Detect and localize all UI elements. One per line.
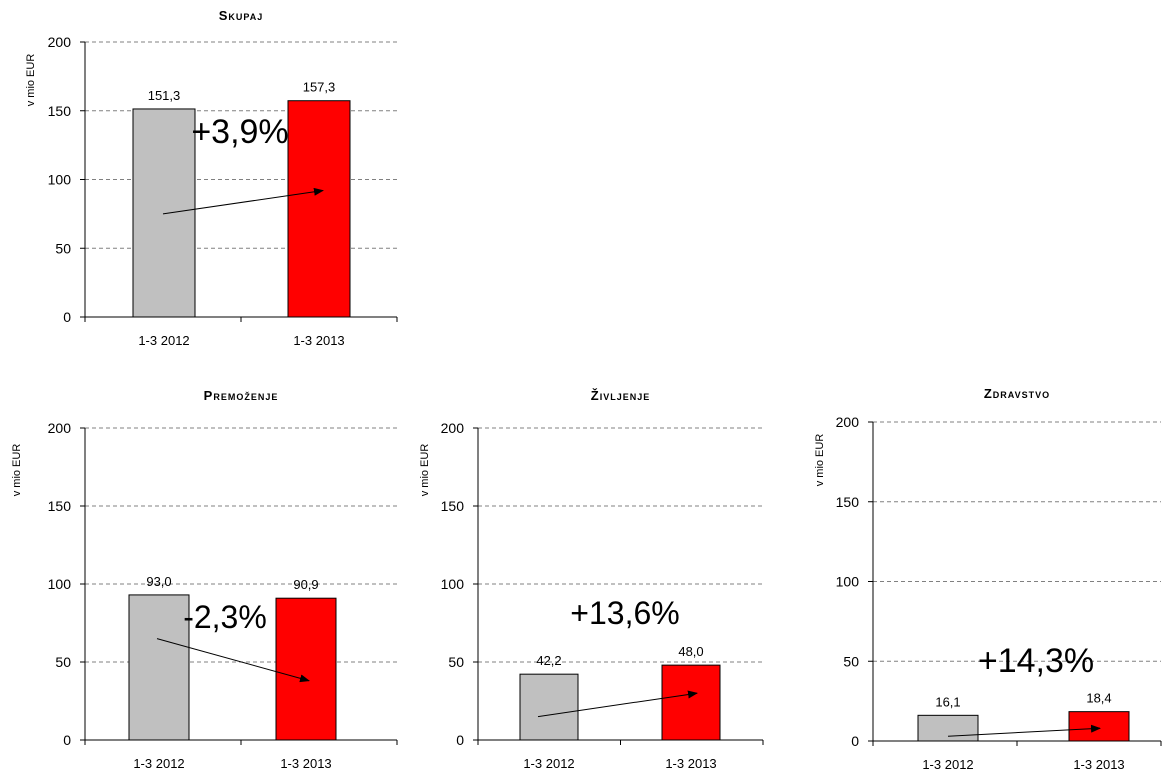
data-label: 42,2 <box>536 653 561 668</box>
bar <box>128 594 190 741</box>
bar <box>1068 711 1130 742</box>
change-annotation: +13,6% <box>570 595 679 631</box>
x-tick-label: 1-3 2012 <box>138 333 189 348</box>
bar <box>275 597 337 741</box>
data-label: 90,9 <box>293 577 318 592</box>
data-label: 93,0 <box>146 574 171 589</box>
data-label: 157,3 <box>303 80 336 95</box>
y-tick-label: 150 <box>48 498 72 514</box>
y-axis-label: v mio EUR <box>419 444 431 497</box>
y-tick-label: 200 <box>441 420 465 436</box>
y-tick-label: 0 <box>63 309 71 325</box>
y-tick-label: 0 <box>63 732 71 748</box>
y-tick-label: 50 <box>55 654 71 670</box>
chart-3: Življenje v mio EUR 0 50 100 150 200 42,2 1-3 20… <box>419 388 764 771</box>
change-annotation: +14,3% <box>978 642 1094 680</box>
y-tick-label: 100 <box>48 172 72 188</box>
x-tick-label: 1-3 2012 <box>523 756 574 771</box>
y-tick-label: 0 <box>851 733 859 749</box>
trend-arrow <box>947 724 1101 737</box>
y-tick-label: 150 <box>836 494 860 510</box>
bar <box>661 664 721 741</box>
data-label: 48,0 <box>678 644 703 659</box>
bar <box>132 108 196 318</box>
bar <box>287 100 351 318</box>
y-tick-label: 100 <box>441 576 465 592</box>
x-tick-label: 1-3 2013 <box>665 756 716 771</box>
chart-title: Premoženje <box>204 388 279 403</box>
y-tick-label: 150 <box>48 103 72 119</box>
y-tick-label: 150 <box>441 498 465 514</box>
bar <box>917 714 979 742</box>
trend-arrow <box>162 187 324 215</box>
chart-title: Življenje <box>591 388 650 403</box>
y-tick-label: 50 <box>843 653 859 669</box>
y-tick-label: 0 <box>456 732 464 748</box>
x-tick-label: 1-3 2013 <box>1073 757 1124 772</box>
y-tick-label: 50 <box>55 240 71 256</box>
y-tick-label: 100 <box>836 574 860 590</box>
change-annotation: +3,9% <box>191 113 288 151</box>
y-tick-label: 100 <box>48 576 72 592</box>
y-axis-label: v mio EUR <box>11 444 23 497</box>
trend-arrow <box>156 638 310 683</box>
change-annotation: -2,3% <box>183 599 267 635</box>
data-label: 18,4 <box>1086 691 1111 706</box>
y-tick-label: 200 <box>836 414 860 430</box>
x-tick-label: 1-3 2013 <box>293 333 344 348</box>
chart-1: Skupaj v mio EUR 0 50 100 150 200 151,3 1-3 2012… <box>25 8 398 348</box>
trend-arrow <box>537 690 698 718</box>
chart-4: Zdravstvo v mio EUR 0 50 100 150 200 16,1 1-3 20… <box>814 386 1162 772</box>
y-axis-label: v mio EUR <box>25 54 37 107</box>
y-tick-label: 200 <box>48 420 72 436</box>
chart-title: Zdravstvo <box>984 386 1050 401</box>
y-tick-label: 50 <box>448 654 464 670</box>
x-tick-label: 1-3 2012 <box>922 757 973 772</box>
chart-title: Skupaj <box>219 8 264 23</box>
chart-2: Premoženje v mio EUR 0 50 100 150 200 93,0 1-3 2… <box>11 388 398 771</box>
data-label: 151,3 <box>148 88 181 103</box>
x-tick-label: 1-3 2013 <box>280 756 331 771</box>
y-axis-label: v mio EUR <box>814 434 826 487</box>
data-label: 16,1 <box>935 694 960 709</box>
bar <box>519 673 579 741</box>
y-tick-label: 200 <box>48 34 72 50</box>
x-tick-label: 1-3 2012 <box>133 756 184 771</box>
